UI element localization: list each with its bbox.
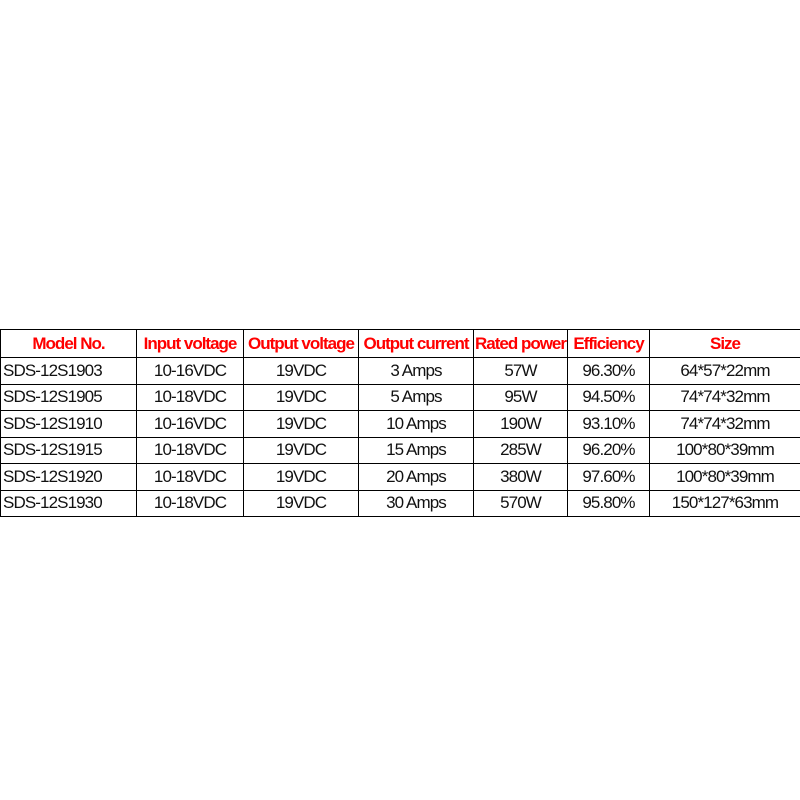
cell-size: 64*57*22mm [649,357,800,385]
cell-output-current: 3 Amps [358,357,474,385]
cell-model: SDS-12S1903 [0,357,137,385]
cell-input-voltage: 10-18VDC [136,436,244,464]
cell-output-current: 10 Amps [358,410,474,438]
column-header-input-voltage: Input voltage [136,329,244,358]
cell-rated-power: 285W [473,436,568,464]
cell-rated-power: 190W [473,410,568,438]
cell-input-voltage: 10-18VDC [136,383,244,411]
cell-input-voltage: 10-16VDC [136,410,244,438]
table-row: SDS-12S1905 10-18VDC 19VDC 5 Amps 95W 94.50% 7… [0,383,800,411]
cell-efficiency: 94.50% [567,383,650,411]
cell-model: SDS-12S1920 [0,463,137,491]
cell-output-voltage: 19VDC [243,410,359,438]
cell-size: 74*74*32mm [649,410,800,438]
cell-efficiency: 96.20% [567,436,650,464]
cell-output-voltage: 19VDC [243,383,359,411]
table-row: SDS-12S1920 10-18VDC 19VDC 20 Amps 380W 97.60… [0,463,800,491]
cell-size: 74*74*32mm [649,383,800,411]
spec-table: Model No. Input voltage Output voltage Outp… [0,329,800,517]
column-header-output-current: Output current [358,329,474,358]
cell-model: SDS-12S1905 [0,383,137,411]
cell-output-voltage: 19VDC [243,357,359,385]
cell-output-current: 15 Amps [358,436,474,464]
column-header-efficiency: Efficiency [567,329,650,358]
table-row: SDS-12S1910 10-16VDC 19VDC 10 Amps 190W 93.10… [0,410,800,438]
column-header-output-voltage: Output voltage [243,329,359,358]
table-row: SDS-12S1930 10-18VDC 19VDC 30 Amps 570W 95.80… [0,489,800,517]
cell-model: SDS-12S1910 [0,410,137,438]
cell-rated-power: 57W [473,357,568,385]
table-row: SDS-12S1903 10-16VDC 19VDC 3 Amps 57W 96.30% 6… [0,357,800,385]
cell-rated-power: 570W [473,489,568,517]
cell-input-voltage: 10-18VDC [136,463,244,491]
cell-output-voltage: 19VDC [243,489,359,517]
cell-output-current: 30 Amps [358,489,474,517]
cell-size: 100*80*39mm [649,463,800,491]
cell-output-current: 5 Amps [358,383,474,411]
cell-efficiency: 95.80% [567,489,650,517]
cell-output-current: 20 Amps [358,463,474,491]
table-row: SDS-12S1915 10-18VDC 19VDC 15 Amps 285W 96.20… [0,436,800,464]
cell-efficiency: 97.60% [567,463,650,491]
column-header-size: Size [649,329,800,358]
column-header-rated-power: Rated power [473,329,568,358]
cell-model: SDS-12S1915 [0,436,137,464]
cell-rated-power: 380W [473,463,568,491]
cell-efficiency: 96.30% [567,357,650,385]
cell-output-voltage: 19VDC [243,436,359,464]
header-row: Model No. Input voltage Output voltage Outp… [0,329,800,358]
cell-efficiency: 93.10% [567,410,650,438]
cell-size: 100*80*39mm [649,436,800,464]
cell-rated-power: 95W [473,383,568,411]
column-header-model: Model No. [0,329,137,358]
cell-output-voltage: 19VDC [243,463,359,491]
cell-size: 150*127*63mm [649,489,800,517]
cell-model: SDS-12S1930 [0,489,137,517]
cell-input-voltage: 10-16VDC [136,357,244,385]
cell-input-voltage: 10-18VDC [136,489,244,517]
